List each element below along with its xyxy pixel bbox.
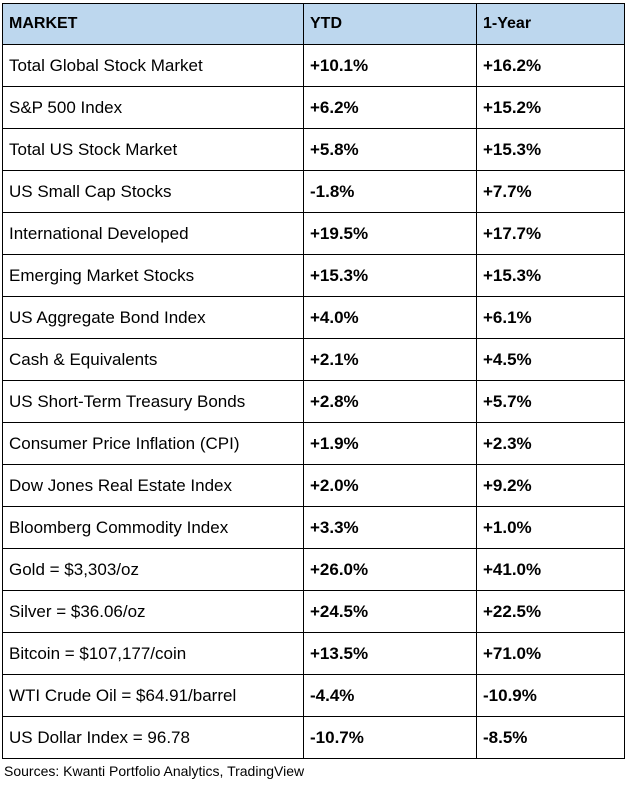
- table-row: Bitcoin = $107,177/coin +13.5% +71.0%: [2, 632, 625, 675]
- source-note: Sources: Kwanti Portfolio Analytics, Tra…: [4, 763, 305, 779]
- market-name-cell: US Dollar Index = 96.78: [2, 716, 304, 759]
- ytd-value-cell: +19.5%: [303, 212, 477, 255]
- market-name-cell: US Short-Term Treasury Bonds: [2, 380, 304, 423]
- one-year-value-cell: -10.9%: [476, 674, 625, 717]
- one-year-value-cell: +4.5%: [476, 338, 625, 381]
- market-name-cell: Emerging Market Stocks: [2, 254, 304, 297]
- one-year-value-cell: +1.0%: [476, 506, 625, 549]
- ytd-value-cell: +2.8%: [303, 380, 477, 423]
- table-row: Cash & Equivalents +2.1% +4.5%: [2, 338, 625, 381]
- ytd-value-cell: +2.1%: [303, 338, 477, 381]
- one-year-value-cell: +6.1%: [476, 296, 625, 339]
- market-name-cell: Cash & Equivalents: [2, 338, 304, 381]
- table-row: US Short-Term Treasury Bonds +2.8% +5.7%: [2, 380, 625, 423]
- ytd-value-cell: +2.0%: [303, 464, 477, 507]
- table-row: S&P 500 Index +6.2% +15.2%: [2, 86, 625, 129]
- header-ytd: YTD: [303, 3, 477, 45]
- ytd-value-cell: +5.8%: [303, 128, 477, 171]
- market-name-cell: Bloomberg Commodity Index: [2, 506, 304, 549]
- one-year-value-cell: +9.2%: [476, 464, 625, 507]
- table-row: US Aggregate Bond Index +4.0% +6.1%: [2, 296, 625, 339]
- ytd-value-cell: +3.3%: [303, 506, 477, 549]
- one-year-value-cell: -8.5%: [476, 716, 625, 759]
- one-year-value-cell: +15.2%: [476, 86, 625, 129]
- table-row: Consumer Price Inflation (CPI) +1.9% +2.3%: [2, 422, 625, 465]
- table-row: Total Global Stock Market +10.1% +16.2%: [2, 44, 625, 87]
- one-year-value-cell: +17.7%: [476, 212, 625, 255]
- one-year-value-cell: +71.0%: [476, 632, 625, 675]
- one-year-value-cell: +41.0%: [476, 548, 625, 591]
- one-year-value-cell: +22.5%: [476, 590, 625, 633]
- one-year-value-cell: +5.7%: [476, 380, 625, 423]
- market-name-cell: International Developed: [2, 212, 304, 255]
- table-row: WTI Crude Oil = $64.91/barrel -4.4% -10.9%: [2, 674, 625, 717]
- ytd-value-cell: -1.8%: [303, 170, 477, 213]
- ytd-value-cell: -10.7%: [303, 716, 477, 759]
- ytd-value-cell: +1.9%: [303, 422, 477, 465]
- table-row: US Small Cap Stocks -1.8% +7.7%: [2, 170, 625, 213]
- table-row: Dow Jones Real Estate Index +2.0% +9.2%: [2, 464, 625, 507]
- one-year-value-cell: +7.7%: [476, 170, 625, 213]
- market-name-cell: Bitcoin = $107,177/coin: [2, 632, 304, 675]
- table-row: US Dollar Index = 96.78 -10.7% -8.5%: [2, 716, 625, 759]
- ytd-value-cell: +6.2%: [303, 86, 477, 129]
- table-body: Total Global Stock Market +10.1% +16.2% S&P…: [2, 44, 625, 759]
- market-name-cell: US Aggregate Bond Index: [2, 296, 304, 339]
- market-name-cell: Consumer Price Inflation (CPI): [2, 422, 304, 465]
- ytd-value-cell: +4.0%: [303, 296, 477, 339]
- table-row: Silver = $36.06/oz +24.5% +22.5%: [2, 590, 625, 633]
- table-row: Total US Stock Market +5.8% +15.3%: [2, 128, 625, 171]
- ytd-value-cell: +24.5%: [303, 590, 477, 633]
- header-1-year: 1-Year: [476, 3, 625, 45]
- market-name-cell: S&P 500 Index: [2, 86, 304, 129]
- one-year-value-cell: +2.3%: [476, 422, 625, 465]
- market-name-cell: Total US Stock Market: [2, 128, 304, 171]
- ytd-value-cell: +10.1%: [303, 44, 477, 87]
- table-row: Bloomberg Commodity Index +3.3% +1.0%: [2, 506, 625, 549]
- market-name-cell: US Small Cap Stocks: [2, 170, 304, 213]
- one-year-value-cell: +15.3%: [476, 254, 625, 297]
- market-name-cell: Dow Jones Real Estate Index: [2, 464, 304, 507]
- ytd-value-cell: -4.4%: [303, 674, 477, 717]
- table-row: Gold = $3,303/oz +26.0% +41.0%: [2, 548, 625, 591]
- market-name-cell: Total Global Stock Market: [2, 44, 304, 87]
- ytd-value-cell: +13.5%: [303, 632, 477, 675]
- table-row: Emerging Market Stocks +15.3% +15.3%: [2, 254, 625, 297]
- table-row: International Developed +19.5% +17.7%: [2, 212, 625, 255]
- market-name-cell: WTI Crude Oil = $64.91/barrel: [2, 674, 304, 717]
- ytd-value-cell: +15.3%: [303, 254, 477, 297]
- header-market: MARKET: [2, 3, 304, 45]
- market-name-cell: Gold = $3,303/oz: [2, 548, 304, 591]
- market-name-cell: Silver = $36.06/oz: [2, 590, 304, 633]
- ytd-value-cell: +26.0%: [303, 548, 477, 591]
- one-year-value-cell: +16.2%: [476, 44, 625, 87]
- one-year-value-cell: +15.3%: [476, 128, 625, 171]
- header-row: MARKET YTD 1-Year: [2, 3, 625, 45]
- market-performance-table: MARKET YTD 1-Year Total Global Stock Mar…: [2, 3, 625, 759]
